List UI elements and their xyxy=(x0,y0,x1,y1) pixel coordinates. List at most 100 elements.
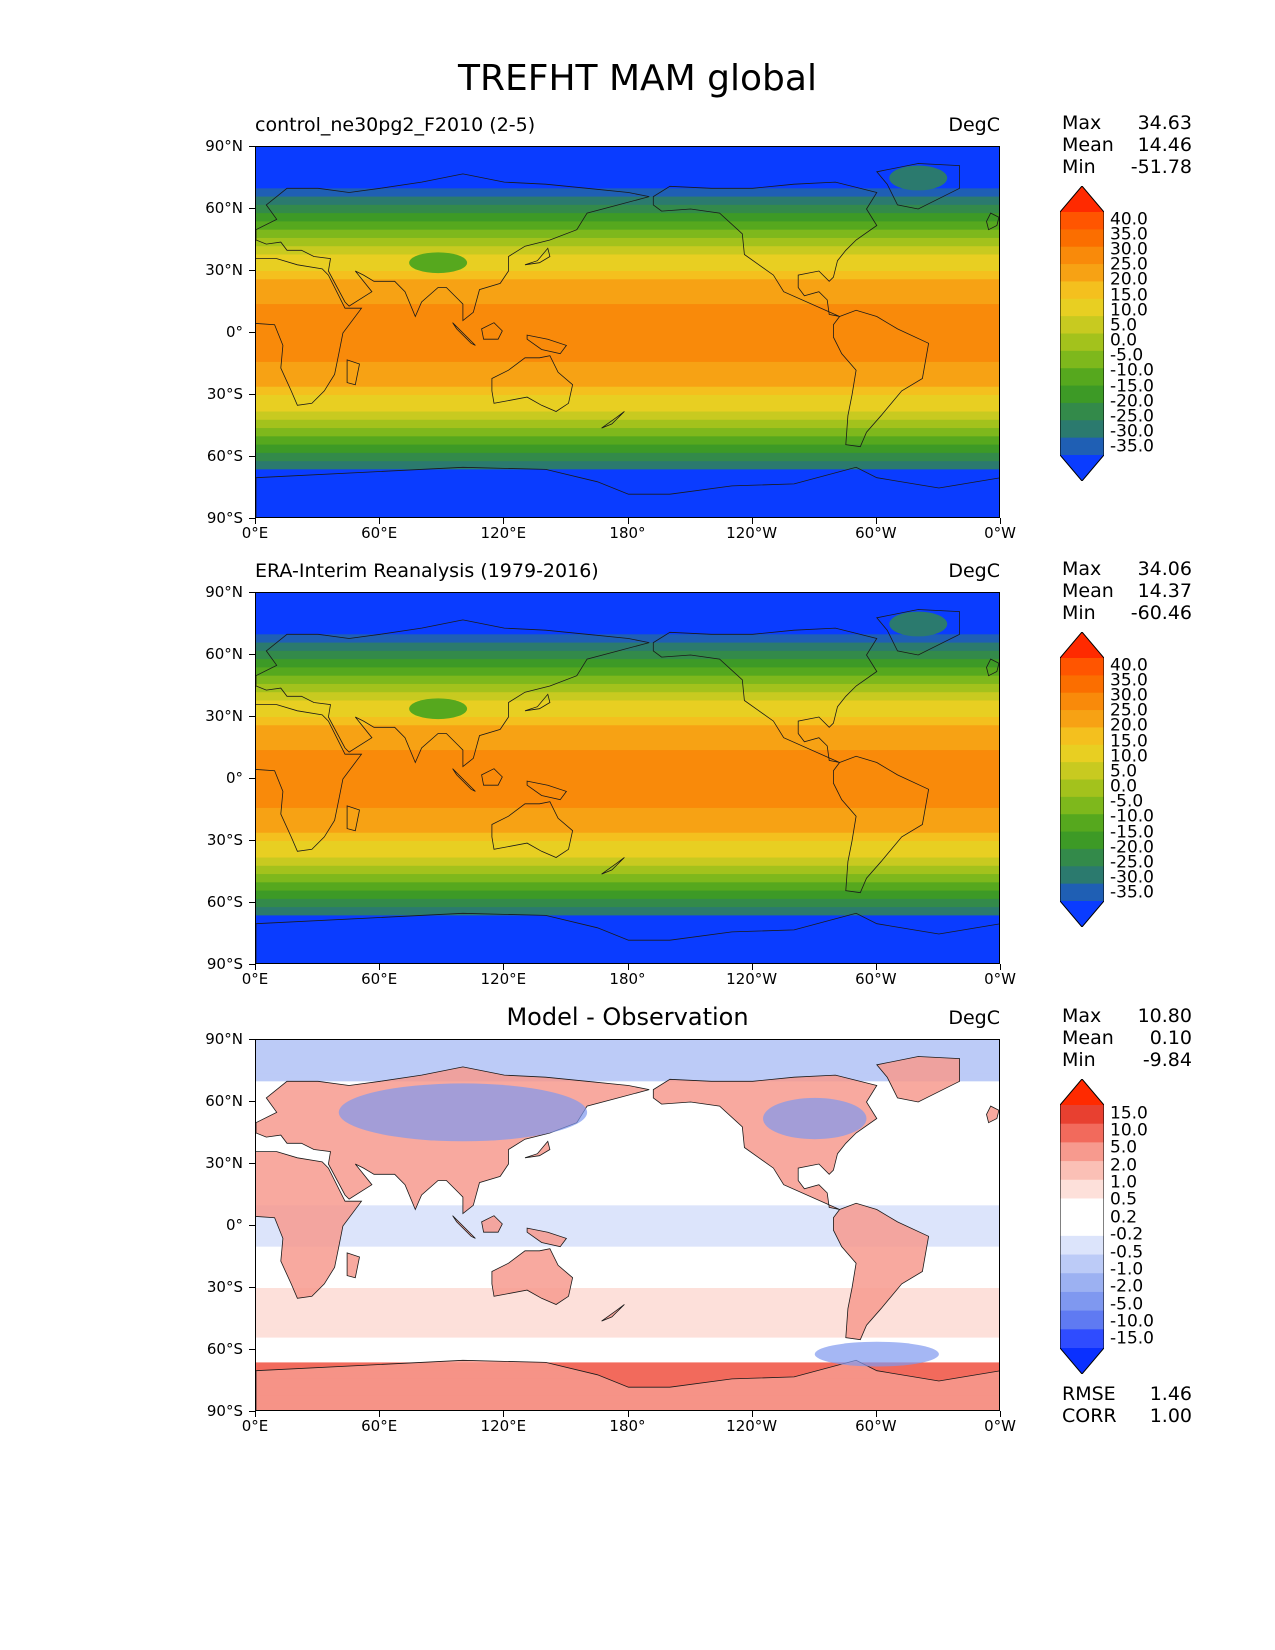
colorbar-tick-label: 30.0 xyxy=(1110,685,1148,706)
zonal-band xyxy=(256,1304,999,1314)
ytick-label: 30°S xyxy=(206,1278,243,1296)
colorbar xyxy=(1059,185,1105,482)
ytick-label: 90°S xyxy=(206,1402,243,1420)
zonal-band xyxy=(256,147,999,156)
zonal-band xyxy=(256,667,999,677)
xtick-mark xyxy=(1000,518,1001,524)
stat-row: Min -60.46 xyxy=(1062,602,1192,624)
zonal-band xyxy=(256,237,999,247)
stat-value: 34.06 xyxy=(1137,558,1192,580)
panel-title: Model - Observation xyxy=(506,1003,749,1031)
stat-row: CORR 1.00 xyxy=(1062,1405,1192,1427)
coastline xyxy=(256,704,363,852)
stats-box: Max 34.63 Mean 14.46 Min -51.78 xyxy=(1062,112,1192,178)
zonal-band xyxy=(256,650,999,660)
xtick-label: 120°W xyxy=(726,524,778,542)
xtick-mark xyxy=(627,1411,629,1417)
colorbar-tick-label: 0.0 xyxy=(1110,330,1138,351)
coastline xyxy=(346,359,360,386)
zonal-band xyxy=(256,1362,999,1372)
colorbar-tick-label: 30.0 xyxy=(1110,239,1148,260)
error-stats-box: RMSE 1.46 CORR 1.00 xyxy=(1062,1383,1192,1427)
stat-row: Mean 14.37 xyxy=(1062,580,1192,602)
colorbar-tick-label: -15.0 xyxy=(1110,1328,1154,1349)
colorbar-tick-label: -20.0 xyxy=(1110,391,1154,412)
zonal-band xyxy=(256,725,999,735)
colorbar-segment xyxy=(1060,796,1104,815)
zonal-band xyxy=(256,452,999,462)
colorbar-segment xyxy=(1060,744,1104,763)
coastline xyxy=(256,466,999,517)
zonal-band xyxy=(256,213,999,222)
colorbar-tick-label: -35.0 xyxy=(1110,436,1154,457)
stat-label: Max xyxy=(1062,558,1102,580)
zonal-band xyxy=(256,1213,999,1223)
map-panel-2: ERA-Interim Reanalysis (1979-2016) DegC 90… xyxy=(0,558,1275,1062)
colorbar-tick-label: 15.0 xyxy=(1110,731,1148,752)
xtick-mark xyxy=(379,964,381,970)
stat-value: 10.80 xyxy=(1137,1005,1192,1027)
zonal-band xyxy=(256,898,999,908)
coastline xyxy=(491,355,574,412)
ytick-mark xyxy=(249,964,255,965)
xtick-label: 60°W xyxy=(855,524,897,542)
zonal-band xyxy=(256,246,999,256)
zonal-band xyxy=(256,1263,999,1273)
zonal-band xyxy=(256,1205,999,1215)
coastline xyxy=(256,173,650,322)
colorbar-tick-label: -1.0 xyxy=(1110,1259,1144,1280)
coastline xyxy=(481,1215,503,1233)
stat-row: Max 10.80 xyxy=(1062,1005,1192,1027)
ytick-mark xyxy=(249,902,255,903)
colorbar-tick-label: -15.0 xyxy=(1110,376,1154,397)
colorbar-tick-label: -25.0 xyxy=(1110,406,1154,427)
xtick-label: 0°E xyxy=(241,1417,269,1435)
zonal-band xyxy=(256,395,999,404)
coastline xyxy=(652,627,878,763)
xtick-label: 60°W xyxy=(855,970,897,988)
colorbar-tick-label: -5.0 xyxy=(1110,345,1144,366)
colorbar xyxy=(1059,1078,1105,1375)
xtick-label: 0°W xyxy=(984,1417,1016,1435)
xtick-label: 180° xyxy=(609,970,646,988)
zonal-band xyxy=(256,832,999,842)
coastline xyxy=(833,755,930,894)
colorbar-segment xyxy=(1060,658,1104,676)
zonal-band xyxy=(256,783,999,792)
ytick-mark xyxy=(249,778,255,779)
zonal-band xyxy=(256,1254,999,1264)
colorbar-segment xyxy=(1060,316,1104,334)
zonal-band xyxy=(256,419,999,429)
coastline xyxy=(526,334,568,355)
xtick-label: 60°E xyxy=(361,524,398,542)
xtick-mark xyxy=(751,1411,753,1417)
zonal-band xyxy=(256,766,999,776)
colorbar-tick-label: -5.0 xyxy=(1110,791,1144,812)
regional-feature xyxy=(889,165,948,191)
colorbar-extend-min xyxy=(1060,1348,1104,1374)
colorbar-tick-label: 15.0 xyxy=(1110,285,1148,306)
xtick-label: 120°E xyxy=(480,970,527,988)
stat-row: Mean 14.46 xyxy=(1062,134,1192,156)
zonal-band xyxy=(256,609,999,619)
coastline xyxy=(346,1252,360,1279)
zonal-band xyxy=(256,807,999,817)
xtick-mark xyxy=(255,964,256,970)
coastline xyxy=(491,1248,574,1305)
coastline xyxy=(526,1227,568,1248)
colorbar-segment xyxy=(1060,779,1104,798)
ytick-mark xyxy=(249,716,255,717)
ytick-mark xyxy=(249,394,255,395)
zonal-band xyxy=(256,163,999,173)
xtick-mark xyxy=(503,518,505,524)
zonal-band xyxy=(256,304,999,313)
colorbar-tick-label: -0.2 xyxy=(1110,1224,1144,1245)
coastline xyxy=(526,780,568,801)
zonal-band xyxy=(256,642,999,652)
zonal-band xyxy=(256,758,999,768)
colorbar-segment xyxy=(1060,675,1104,694)
stat-value: 1.00 xyxy=(1149,1405,1192,1427)
colorbar-segment xyxy=(1060,1291,1104,1312)
colorbar-extend-max xyxy=(1060,186,1104,212)
coastline xyxy=(452,1215,476,1239)
